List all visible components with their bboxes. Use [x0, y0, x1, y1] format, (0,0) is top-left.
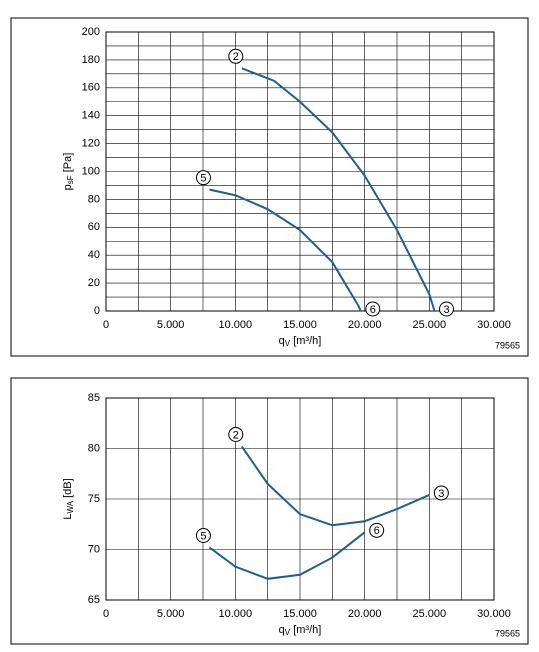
axis-label-main: p — [62, 184, 74, 190]
plot-frame — [105, 397, 495, 601]
curve-marker — [369, 522, 385, 538]
x-tick-label: 15.000 — [283, 608, 317, 620]
axis-label-unit: [Pa] — [62, 153, 74, 176]
x-tick-label: 10.000 — [219, 608, 253, 620]
axis-label: psF [Pa] — [62, 153, 75, 191]
x-tick-label: 0 — [103, 319, 109, 331]
y-tick-label: 40 — [88, 249, 100, 261]
plot-frame — [105, 31, 495, 312]
figure-code: 79565 — [495, 340, 520, 350]
curve — [241, 67, 436, 312]
x-tick-label: 20.000 — [348, 608, 382, 620]
curve-marker — [365, 301, 381, 317]
x-tick-label: 5.000 — [157, 608, 185, 620]
axis-label-sub: V — [285, 628, 291, 637]
curve-label: 6 — [370, 304, 376, 316]
y-tick-label: 120 — [82, 138, 100, 150]
curve-label: 5 — [200, 530, 206, 542]
y-tick-label: 85 — [88, 392, 100, 404]
y-tick-label: 70 — [88, 543, 100, 555]
curve-marker — [228, 426, 244, 442]
curve-label: 2 — [233, 429, 239, 441]
y-tick-label: 140 — [82, 110, 100, 122]
x-tick-label: 30.000 — [477, 608, 511, 620]
y-tick-label: 60 — [88, 221, 100, 233]
curve — [240, 445, 430, 527]
y-tick-label: 20 — [88, 277, 100, 289]
y-tick-label: 0 — [94, 305, 100, 317]
axis-label: qV [m³/h] — [279, 624, 322, 637]
axis-label-main: q — [279, 624, 285, 636]
curve — [209, 188, 362, 312]
x-tick-label: 5.000 — [157, 319, 185, 331]
x-tick-label: 30.000 — [477, 319, 511, 331]
axis-label-sub: WA — [66, 500, 75, 513]
curve-marker — [195, 527, 211, 543]
y-tick-label: 180 — [82, 54, 100, 66]
y-tick-label: 100 — [82, 165, 100, 177]
panel-frame — [10, 17, 529, 357]
y-tick-label: 65 — [88, 594, 100, 606]
axis-label-unit: [m³/h] — [290, 335, 321, 347]
curve-marker — [228, 48, 244, 64]
y-tick-label: 200 — [82, 26, 100, 38]
x-tick-label: 0 — [103, 608, 109, 620]
axis-label-sub: V — [285, 339, 291, 348]
curve-label: 5 — [200, 173, 206, 185]
x-tick-label: 25.000 — [413, 608, 447, 620]
x-tick-label: 15.000 — [283, 319, 317, 331]
axis-label-sub: sF — [66, 175, 75, 184]
figure-code: 79565 — [495, 628, 520, 638]
x-tick-label: 10.000 — [219, 319, 253, 331]
x-tick-label: 20.000 — [348, 319, 382, 331]
y-tick-label: 80 — [88, 442, 100, 454]
axis-label-main: q — [279, 335, 285, 347]
y-tick-label: 80 — [88, 193, 100, 205]
curve-marker — [195, 170, 211, 186]
panel-frame — [10, 377, 529, 645]
curve-label: 2 — [233, 51, 239, 63]
axis-label: LWA [dB] — [62, 478, 75, 519]
curve-label: 3 — [438, 488, 444, 500]
curve-label: 3 — [443, 304, 449, 316]
axis-label-unit: [dB] — [62, 478, 74, 501]
axis-label-unit: [m³/h] — [290, 624, 321, 636]
y-tick-label: 75 — [88, 493, 100, 505]
curve-marker — [439, 301, 455, 317]
axis-label-main: L — [62, 514, 74, 520]
y-tick-label: 160 — [82, 82, 100, 94]
curve — [208, 531, 366, 580]
curve-marker — [433, 485, 449, 501]
x-tick-label: 25.000 — [413, 319, 447, 331]
axis-label: qV [m³/h] — [279, 335, 322, 348]
curve-label: 6 — [374, 525, 380, 537]
